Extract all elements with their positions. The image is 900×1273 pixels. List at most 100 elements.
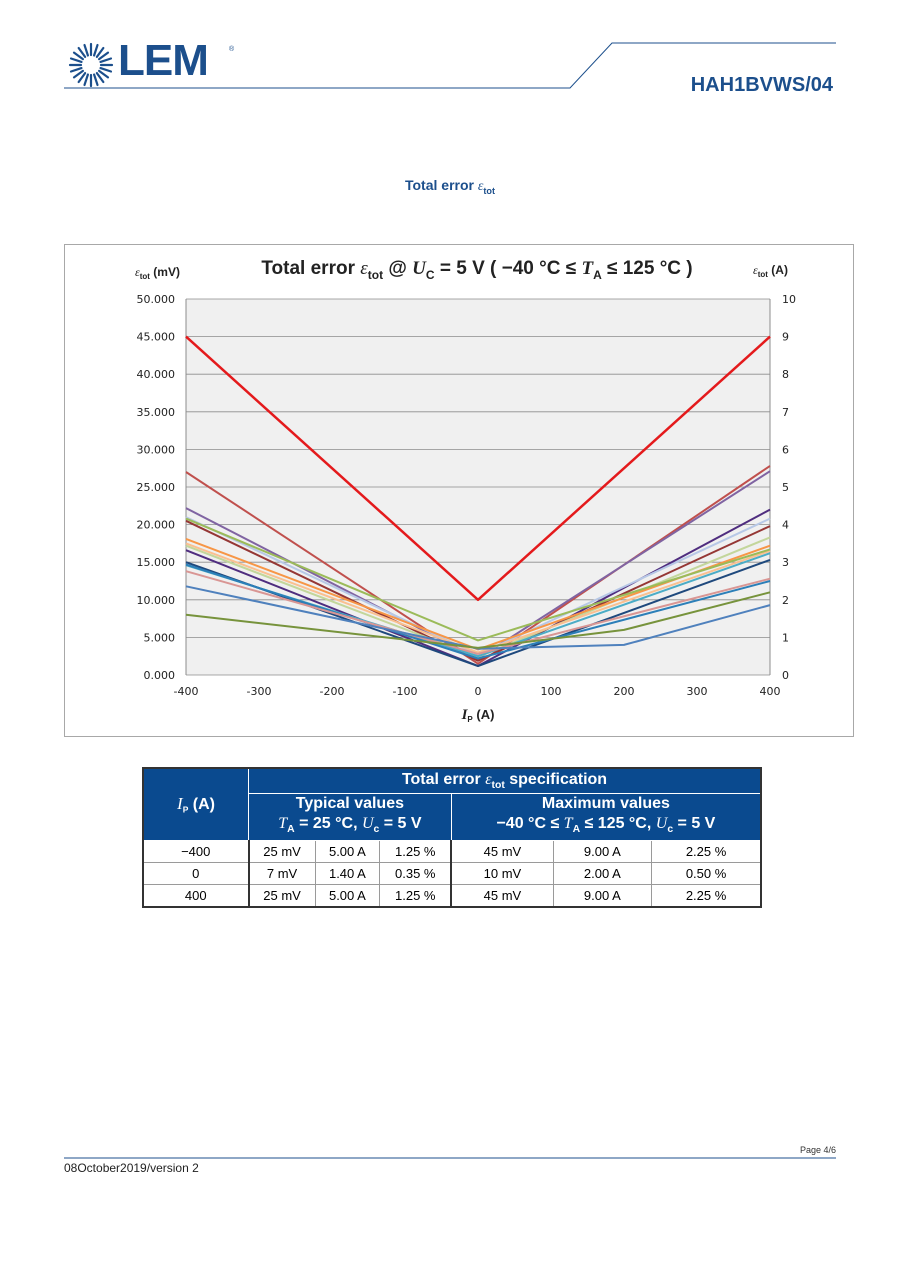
series-line (185, 465, 771, 665)
y-axis-right-label: εtot (A) (753, 263, 788, 279)
header-line (64, 42, 836, 89)
main-header-sub: tot (491, 780, 505, 792)
y-right-tick-label: 9 (782, 331, 789, 344)
y-left-tick-label: 40.000 (137, 368, 176, 381)
y-right-tick-label: 10 (782, 293, 796, 306)
table-cell: 1.25 % (379, 840, 453, 864)
x-tick-label: -300 (247, 685, 272, 698)
typical-u: U (361, 815, 374, 832)
table-cell: 2.25 % (651, 884, 762, 908)
y-left-tick-label: 35.000 (137, 406, 176, 419)
ip-column-header: IP (A) (142, 767, 249, 842)
table-cell: 45 mV (450, 884, 554, 908)
y-left-tick-label: 25.000 (137, 481, 176, 494)
table-cell: 400 (142, 884, 250, 908)
table-cell: 0.50 % (651, 862, 762, 886)
x-tick-label: 200 (614, 685, 635, 698)
sun-ray (95, 71, 105, 84)
tick-labels: 0.000 0 5.000 1 10.000 2 15.000 3 20.000 4 25.000 5… (137, 293, 797, 698)
document-title: HAH1BVWS/04 (690, 74, 833, 96)
y-right-tick-label: 2 (782, 594, 789, 607)
typical-t-sub: A (287, 824, 295, 836)
table-cell: 5.00 A (314, 884, 381, 908)
main-header-part1: Total error (401, 770, 486, 788)
chart-title-u: U (412, 258, 427, 279)
typical-values-header: Typical values TA = 25 °C, Uc = 5 V (248, 792, 452, 842)
specification-table: IP (A) Total error εtot specification Ty… (142, 767, 762, 909)
series-line (185, 335, 771, 602)
y-right-tick-label: 1 (782, 631, 789, 644)
y-left-tick-label: 0.000 (144, 669, 176, 682)
sun-ray (77, 46, 87, 59)
typical-cond-p1: = 25 °C, (294, 815, 362, 832)
sun-ray (77, 71, 87, 84)
y-left-tick-label: 20.000 (137, 519, 176, 532)
y-left-eps-sub: tot (140, 272, 151, 281)
series-line (185, 519, 771, 662)
series-line (185, 542, 771, 654)
sun-ray (99, 66, 113, 73)
y-axis-left-label: εtot (mV) (135, 265, 180, 281)
typical-cond-p2: = 5 V (379, 815, 422, 832)
sun-ray (95, 46, 105, 59)
table-cell: 5.00 A (314, 840, 381, 864)
y-right-tick-label: 6 (782, 443, 789, 456)
y-right-unit: (A) (768, 263, 788, 277)
y-right-tick-label: 3 (782, 556, 789, 569)
chart-title-part4: ≤ 125 °C ) (602, 258, 693, 279)
typical-t: T (278, 815, 288, 832)
chart-title-t: T (581, 258, 594, 279)
sun-ray (69, 57, 83, 64)
table-cell: −400 (142, 840, 250, 864)
chart-title-u-sub: C (426, 268, 435, 282)
maximum-cond-p2: = 5 V (673, 815, 716, 832)
section-title-symbol-sub: tot (483, 185, 496, 196)
x-label-unit: (A) (473, 707, 495, 722)
y-left-tick-label: 45.000 (137, 331, 176, 344)
series-line (185, 563, 771, 660)
chart-title-t-sub: A (593, 268, 602, 282)
table-row: −400 25 mV 5.00 A 1.25 % 45 mV 9.00 A 2.… (142, 840, 762, 864)
y-left-eps: ε (135, 265, 140, 279)
series-line (185, 570, 771, 655)
sun-ray (69, 66, 83, 73)
maximum-t: T (563, 815, 573, 832)
sun-ray (97, 51, 110, 61)
table-cell: 25 mV (248, 884, 316, 908)
x-tick-label: 300 (687, 685, 708, 698)
x-label-sym: I (461, 707, 469, 723)
main-header-eps: ε (485, 770, 492, 788)
sun-ray (83, 73, 90, 87)
chart-title-part3: = 5 V ( −40 °C ≤ (435, 258, 582, 279)
x-tick-label: 0 (475, 685, 482, 698)
chart-title-eps: ε (360, 258, 368, 279)
sun-ray (97, 69, 110, 79)
y-left-unit: (mV) (150, 265, 180, 279)
table-cell: 2.25 % (651, 840, 762, 864)
x-tick-label: -100 (393, 685, 418, 698)
logo-text: LEM (118, 36, 209, 85)
series-group (185, 335, 771, 667)
chart-title: Total error εtot @ UC = 5 V ( −40 °C ≤ T… (261, 258, 692, 282)
chart-title-eps-sub: tot (368, 268, 383, 282)
footer-date: 08October2019/version 2 (64, 1161, 199, 1175)
y-right-eps: ε (753, 263, 758, 277)
y-left-tick-label: 15.000 (137, 556, 176, 569)
typical-title: Typical values (295, 795, 404, 812)
y-left-tick-label: 30.000 (137, 443, 176, 456)
series-line (185, 591, 771, 649)
y-left-tick-label: 5.000 (144, 631, 176, 644)
x-tick-label: 400 (760, 685, 781, 698)
series-line (185, 517, 771, 642)
main-header-part2: specification (504, 770, 608, 788)
footer-line (64, 1157, 836, 1159)
maximum-u-sub: c (667, 824, 674, 836)
y-right-tick-label: 4 (782, 519, 789, 532)
sun-ray (92, 73, 99, 87)
y-left-tick-label: 50.000 (137, 293, 176, 306)
typical-condition: TA = 25 °C, Uc = 5 V (249, 814, 451, 840)
table-cell: 7 mV (248, 862, 316, 886)
maximum-values-header: Maximum values −40 °C ≤ TA ≤ 125 °C, Uc … (450, 792, 762, 842)
maximum-cond-p0: −40 °C ≤ (496, 815, 564, 832)
table-row: 400 25 mV 5.00 A 1.25 % 45 mV 9.00 A 2.2… (142, 884, 762, 908)
